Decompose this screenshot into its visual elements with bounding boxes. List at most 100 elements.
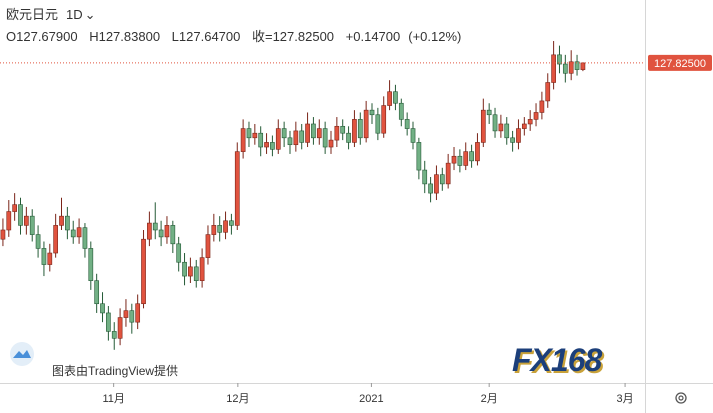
last-price-box [648,54,712,71]
candle-body [47,252,53,265]
candle-body [457,155,463,166]
candle-body [521,123,527,129]
candle-body [352,119,357,143]
candle-body [428,183,433,194]
candle-body [217,225,223,233]
candle-body [398,102,404,120]
candle-body [275,128,281,150]
candle-body [293,130,299,146]
symbol[interactable]: 欧元日元 [6,7,59,22]
candle-body [434,174,439,194]
candle-body [65,215,70,231]
candle-body [59,215,64,226]
candle-body [340,125,346,134]
o-value: 127.67900 [16,29,78,44]
candle-body [299,130,305,143]
candle-body [240,128,246,152]
candle-body [387,91,392,106]
candle-body [510,137,515,143]
x-tick-label: 3月 [617,393,634,405]
gear-center[interactable] [678,395,684,401]
candle-body [188,266,193,277]
candle-body [234,151,240,226]
candle-body [422,169,428,185]
candle-body [94,280,100,305]
candle-body [451,155,457,164]
candle-body [445,162,451,185]
candle-body [117,317,123,339]
settings-icon[interactable] [675,392,687,404]
candle-body [41,248,47,265]
candle-body [12,204,17,212]
h-value: 127.83800 [98,29,161,44]
candle-body [176,243,182,263]
o-label: O [6,29,17,44]
candle-body [527,119,533,125]
x-tick-label: 2月 [481,393,498,405]
interval[interactable]: 1D [66,7,83,22]
candle-body [574,61,580,70]
candle-body [170,225,176,245]
candle-body [316,128,322,139]
candle-body [182,261,187,277]
candle-body [164,225,170,238]
candle-body [123,310,129,318]
candle-body [129,310,135,323]
candle-body [393,91,398,104]
candle-body [88,248,94,281]
candle-body [416,142,422,171]
candle-body [498,123,504,132]
candle-body [328,139,334,148]
candle-body [580,62,586,70]
candle-body [76,227,82,238]
candle-body [334,125,340,141]
candle-body [369,109,375,116]
brand-logo: FX168 [512,342,602,378]
tv-logo-icon[interactable] [8,342,36,366]
x-tick-label: 11月 [102,393,124,405]
candle-body [100,303,105,314]
candle-body [35,234,41,249]
l-value: 127.64700 [178,29,241,44]
candle-body [29,215,35,235]
candle-body [539,100,545,113]
candle-body [492,114,498,132]
candle-body [211,225,217,235]
candle-body [24,215,29,226]
candle-body [568,61,574,74]
ohlc-row: O127.67900 H127.83800 L127.64700 收=127.8… [6,26,469,45]
c-label: 收= [251,29,273,44]
candle-body [18,204,23,226]
candle-body [363,109,369,139]
candle-body [53,225,59,254]
candle-body [193,266,199,281]
watermark[interactable]: 图表由TradingView提供 [52,364,179,378]
candle-body [252,132,258,139]
candle-body [311,123,316,139]
candle-body [346,132,351,143]
logo-mark [13,350,31,358]
l-label: L [171,29,179,44]
change: +0.14700 [345,29,401,44]
candle-body [152,222,158,231]
candle-body [545,82,551,102]
candle-body [404,119,410,129]
candle-body [516,128,521,143]
x-tick-label: 12月 [226,393,249,405]
interval-chevron[interactable]: ⌄ [84,7,96,22]
candle-body [357,119,363,139]
candle-body [410,128,416,143]
tv-logo[interactable] [8,342,36,371]
candle-body [246,128,252,139]
candle-body [6,211,12,231]
candle-body [106,312,111,332]
candle-body [562,63,568,74]
candle-body [533,112,539,120]
x-tick-label: 2021 [359,393,383,405]
gear[interactable] [675,392,687,404]
candle-body [475,142,480,162]
change-pct: (+0.12%) [408,29,462,44]
symbol-row: 欧元日元 1D ⌄ [6,4,104,23]
